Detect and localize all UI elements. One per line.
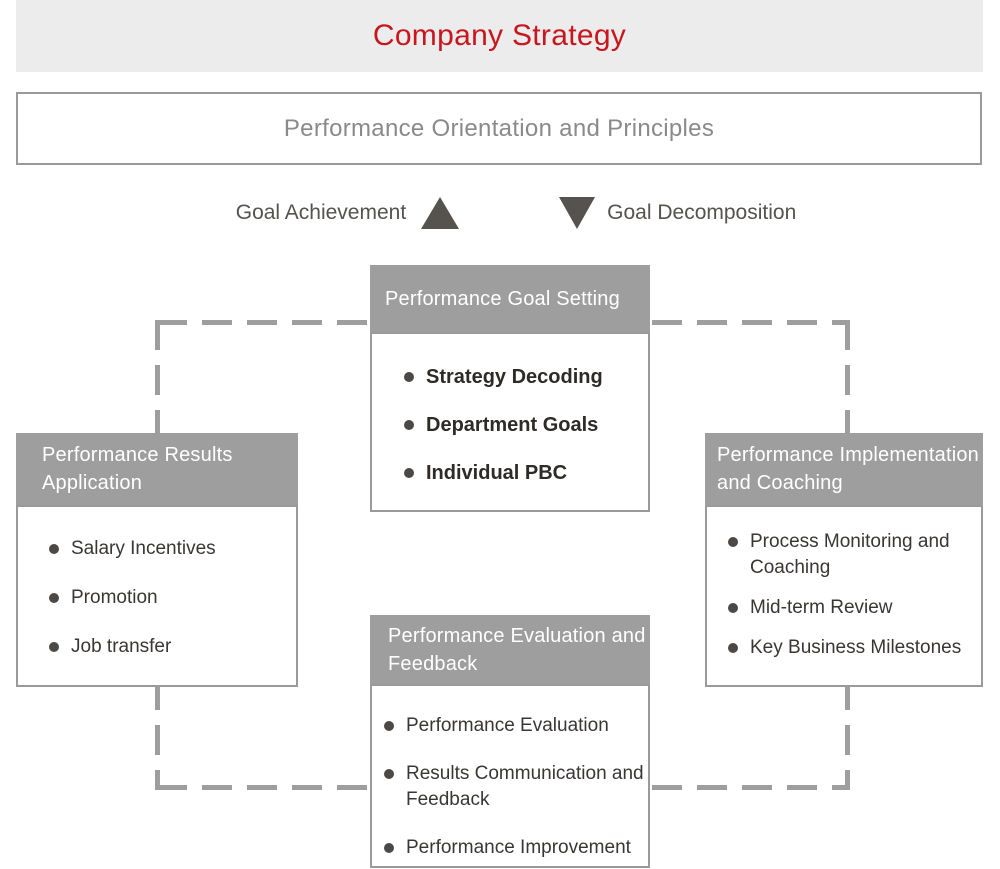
implementation-title: Performance Implementation and Coaching: [717, 444, 979, 494]
list-item-label: Salary Incentives: [71, 538, 216, 559]
principles-box: Performance Orientation and Principles: [16, 92, 982, 165]
list-item: Job transfer: [49, 635, 292, 659]
list-item-label: Job transfer: [71, 636, 172, 657]
bullet-dot-icon: [728, 603, 738, 613]
bullet-dot-icon: [404, 420, 414, 430]
arrow-up-icon: [421, 197, 460, 229]
list-item-label: Key Business Milestones: [750, 637, 962, 658]
implementation-body: Process Monitoring and Coaching Mid-term…: [705, 505, 983, 687]
results-application-card: Performance Results Application Salary I…: [16, 433, 298, 687]
list-item: Performance Improvement: [384, 835, 644, 861]
list-item: Process Monitoring and Coaching: [728, 529, 975, 581]
list-item: Strategy Decoding: [404, 365, 644, 389]
evaluation-body: Performance Evaluation Results Communica…: [370, 684, 650, 868]
bullet-dot-icon: [49, 544, 59, 554]
list-item-label: Individual PBC: [426, 462, 568, 484]
results-application-header: Performance Results Application: [16, 433, 298, 505]
principles-label: Performance Orientation and Principles: [283, 114, 715, 142]
list-item-label: Results Communication and Feedback: [406, 763, 644, 810]
evaluation-card: Performance Evaluation and Feedback Perf…: [370, 615, 650, 868]
goal-setting-card: Performance Goal Setting Strategy Decodi…: [370, 265, 650, 512]
results-application-body: Salary Incentives Promotion Job transfer: [16, 505, 298, 687]
list-item: Performance Evaluation: [384, 713, 644, 739]
bullet-dot-icon: [49, 593, 59, 603]
evaluation-header: Performance Evaluation and Feedback: [370, 615, 650, 684]
bullet-dot-icon: [728, 643, 738, 653]
bullet-dot-icon: [404, 372, 414, 382]
list-item-label: Process Monitoring and Coaching: [750, 531, 950, 578]
list-item-label: Promotion: [71, 587, 158, 608]
arrow-down-icon: [559, 197, 596, 229]
list-item: Individual PBC: [404, 461, 644, 485]
list-item-label: Performance Improvement: [406, 837, 631, 858]
bullet-dot-icon: [404, 468, 414, 478]
list-item-label: Strategy Decoding: [426, 366, 603, 388]
list-item: Mid-term Review: [728, 595, 975, 621]
goal-setting-title: Performance Goal Setting: [385, 287, 620, 310]
list-item: Key Business Milestones: [728, 635, 975, 661]
list-item: Salary Incentives: [49, 537, 292, 561]
bullet-dot-icon: [384, 721, 394, 731]
bullet-dot-icon: [49, 642, 59, 652]
list-item: Results Communication and Feedback: [384, 761, 644, 813]
bullet-dot-icon: [384, 843, 394, 853]
goal-setting-body: Strategy Decoding Department Goals Indiv…: [370, 332, 650, 512]
goal-achievement-label: Goal Achievement: [235, 201, 407, 224]
list-item: Promotion: [49, 586, 292, 610]
implementation-header: Performance Implementation and Coaching: [705, 433, 983, 505]
company-strategy-banner: Company Strategy: [16, 0, 983, 72]
evaluation-title: Performance Evaluation and Feedback: [388, 624, 646, 675]
goal-decomposition-label: Goal Decomposition: [607, 201, 797, 224]
bullet-dot-icon: [384, 769, 394, 779]
implementation-card: Performance Implementation and Coaching …: [705, 433, 983, 687]
bullet-dot-icon: [728, 537, 738, 547]
goal-setting-header: Performance Goal Setting: [370, 265, 650, 332]
company-strategy-title: Company Strategy: [372, 19, 627, 52]
flow-labels-row: Goal Achievement Goal Decomposition: [16, 190, 1000, 236]
list-item-label: Mid-term Review: [750, 597, 893, 618]
list-item-label: Department Goals: [426, 414, 599, 436]
results-application-title: Performance Results Application: [42, 444, 233, 494]
list-item-label: Performance Evaluation: [406, 715, 609, 736]
list-item: Department Goals: [404, 413, 644, 437]
